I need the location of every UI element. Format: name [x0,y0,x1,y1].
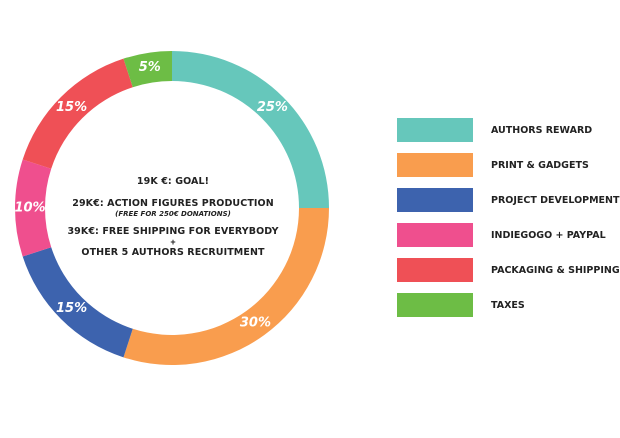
legend-swatch [397,188,473,212]
plus-sign: + [170,237,176,247]
legend-swatch [397,258,473,282]
legend-label: PACKAGING & SHIPPING [491,265,620,276]
legend-item-packaging-shipping: PACKAGING & SHIPPING [397,258,620,293]
legend-item-project-development: PROJECT DEVELOPMENT [397,188,620,223]
goal-29k: 29K€: ACTION FIGURES PRODUCTION [72,198,274,209]
slice-indiegogo-paypal [15,159,52,257]
legend-swatch [397,293,473,317]
center-goals: 19K €: GOAL! 29K€: ACTION FIGURES PRODUC… [58,176,288,259]
donut-chart: 25% 30% 15% 10% 15% 5% [14,51,329,366]
legend-swatch [397,223,473,247]
legend-label: PRINT & GADGETS [491,160,589,171]
goal-19k: 19K €: GOAL! [136,176,210,187]
slice-label-authors-reward: 25% [257,100,288,115]
slice-label-project-development: 15% [56,301,87,316]
legend-swatch [397,153,473,177]
slice-authors-reward [172,51,329,208]
legend-item-taxes: TAXES [397,293,617,328]
slice-label-taxes: 5% [139,60,161,75]
goal-recruitment: OTHER 5 AUTHORS RECRUITMENT [81,247,265,258]
legend-item-print-gadgets: PRINT & GADGETS [397,153,617,188]
slice-label-packaging-shipping: 15% [56,100,87,115]
slice-project-development [22,247,133,358]
goal-39k: 39K€: FREE SHIPPING FOR EVERYBODY [67,226,279,237]
slice-label-print-gadgets: 30% [240,315,271,330]
legend-item-indiegogo-paypal: INDIEGOGO + PAYPAL [397,223,617,258]
goal-29k-note: (FREE FOR 250€ DONATIONS) [115,210,231,218]
legend: AUTHORS REWARD PRINT & GADGETS PROJECT D… [397,118,620,328]
legend-swatch [397,118,473,142]
legend-label: INDIEGOGO + PAYPAL [491,230,606,241]
legend-label: PROJECT DEVELOPMENT [491,195,620,206]
slice-taxes [123,51,172,88]
legend-label: AUTHORS REWARD [491,125,593,136]
slice-packaging-shipping [22,58,133,169]
legend-item-authors-reward: AUTHORS REWARD [397,118,617,153]
slice-label-indiegogo-paypal: 10% [14,201,45,216]
slice-print-gadgets [123,208,329,366]
legend-label: TAXES [491,300,525,311]
